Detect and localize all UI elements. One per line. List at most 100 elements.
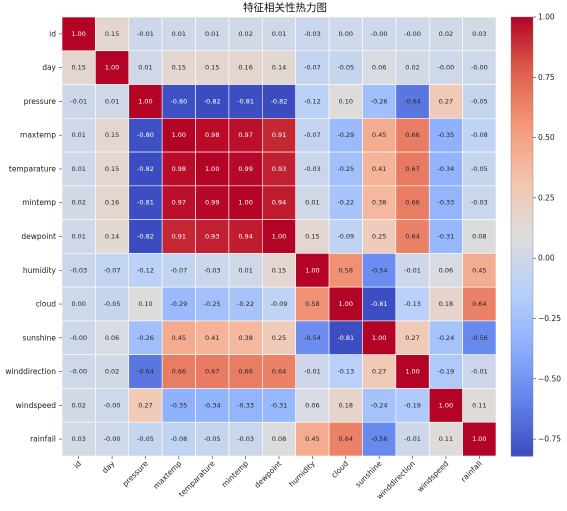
cell-value-id-cloud: 0.00 <box>339 30 353 38</box>
colorbar-segment <box>511 229 533 234</box>
cell-value-rainfall-winddirection: -0.01 <box>404 435 421 443</box>
heatmap-cell-mintemp-windspeed <box>428 185 463 220</box>
cell-value-temparature-pressure: -0.82 <box>137 165 154 173</box>
colorbar-ticks: −0.75 −0.50 −0.25 0.00 0.25 0.50 0.75 1.00 <box>533 13 561 444</box>
cell-value-windspeed-maxtemp: -0.35 <box>170 401 187 409</box>
heatmap-cell-sunshine-sunshine <box>362 320 397 355</box>
cell-value-cloud-day: -0.05 <box>104 300 121 308</box>
cell-value-sunshine-id: -0.00 <box>70 334 87 342</box>
cell-value-temparature-rainfall: -0.05 <box>471 165 488 173</box>
cell-value-sunshine-pressure: -0.26 <box>137 334 154 342</box>
chart-title: 特征相关性热力图 <box>243 1 327 14</box>
cell-value-mintemp-rainfall: -0.03 <box>471 199 488 207</box>
cell-value-cloud-rainfall: 0.64 <box>472 300 486 308</box>
heatmap-cell-cloud-mintemp <box>228 286 263 322</box>
cell-value-dewpoint-day: 0.14 <box>105 233 119 241</box>
heatmap-cell-day-cloud <box>328 50 363 85</box>
cell-value-pressure-rainfall: -0.05 <box>471 97 488 105</box>
colorbar-segment <box>511 27 533 33</box>
colorbar-segment <box>511 342 533 347</box>
y-tick-label-humidity: humidity <box>23 266 57 275</box>
colorbar-segment <box>511 276 533 281</box>
cell-value-sunshine-mintemp: 0.38 <box>238 334 252 342</box>
colorbar-segment <box>511 240 533 245</box>
heatmap-cell-cloud-cloud <box>328 286 363 322</box>
colorbar-segment <box>511 302 533 307</box>
cell-value-winddirection-humidity: -0.01 <box>304 368 321 376</box>
heatmap-cell-rainfall-id <box>61 421 96 457</box>
cell-value-pressure-mintemp: -0.81 <box>237 97 254 105</box>
cell-value-id-sunshine: -0.00 <box>371 30 388 38</box>
cell-value-pressure-maxtemp: -0.80 <box>170 97 187 105</box>
heatmap-cell-cloud-windspeed <box>428 286 463 322</box>
heatmap-cell-dewpoint-maxtemp <box>161 219 196 254</box>
heatmap-cell-winddirection-cloud <box>328 354 363 389</box>
cell-value-pressure-temparature: -0.82 <box>204 97 221 105</box>
colorbar-segment <box>511 375 533 380</box>
cell-value-windspeed-humidity: 0.06 <box>305 401 319 409</box>
heatmap-cell-rainfall-mintemp <box>228 421 263 457</box>
y-tick-label-cloud: cloud <box>36 300 57 309</box>
heatmap-cell-sunshine-cloud <box>328 320 363 355</box>
cell-value-dewpoint-id: 0.01 <box>71 233 85 241</box>
cell-value-day-maxtemp: 0.15 <box>172 64 186 72</box>
cell-value-cloud-temparature: -0.25 <box>204 300 221 308</box>
colorbar-segment <box>511 218 533 223</box>
cell-value-mintemp-cloud: -0.22 <box>337 199 354 207</box>
colorbar-segment <box>511 49 533 55</box>
cell-value-pressure-day: 0.01 <box>105 97 119 105</box>
colorbar-segment <box>511 97 533 102</box>
colorbar-segment <box>511 174 533 179</box>
cell-value-sunshine-sunshine: 1.00 <box>372 334 386 342</box>
y-tick-label-winddirection: winddirection <box>5 367 56 376</box>
colorbar-segment <box>511 335 533 340</box>
colorbar-segment <box>511 108 533 113</box>
cell-value-maxtemp-id: 0.01 <box>71 131 85 139</box>
colorbar-segment <box>511 415 533 420</box>
colorbar-segment <box>511 152 533 157</box>
cell-value-temparature-humidity: -0.03 <box>304 165 321 173</box>
colorbar-segment <box>511 251 533 256</box>
cell-value-cloud-maxtemp: -0.29 <box>170 300 187 308</box>
heatmap-cell-sunshine-pressure <box>128 320 163 355</box>
colorbar-segment <box>511 430 533 435</box>
colorbar-segment <box>511 38 533 44</box>
cell-value-temparature-id: 0.01 <box>71 165 85 173</box>
cell-value-temparature-maxtemp: 0.98 <box>172 165 186 173</box>
cell-value-maxtemp-temparature: 0.98 <box>205 131 219 139</box>
heatmap-cell-windspeed-maxtemp <box>161 388 196 423</box>
heatmap-cell-maxtemp-maxtemp <box>161 118 196 153</box>
cell-value-id-pressure: -0.01 <box>137 30 154 38</box>
cell-value-windspeed-pressure: 0.27 <box>138 401 152 409</box>
cell-value-rainfall-rainfall: 1.00 <box>472 435 486 443</box>
cell-value-winddirection-cloud: -0.13 <box>337 368 354 376</box>
cell-value-rainfall-windspeed: 0.11 <box>439 435 453 443</box>
heatmap-cell-maxtemp-cloud <box>328 118 363 153</box>
x-tick-label-sunshine: sunshine <box>353 459 383 489</box>
cell-value-temparature-winddirection: 0.67 <box>405 165 419 173</box>
heatmap-cell-windspeed-windspeed <box>428 388 463 423</box>
heatmap-cell-pressure-pressure <box>128 84 163 119</box>
cell-value-day-humidity: -0.07 <box>304 64 321 72</box>
heatmap-cell-winddirection-maxtemp <box>161 354 196 389</box>
cell-value-humidity-windspeed: 0.06 <box>439 266 453 274</box>
cell-value-humidity-sunshine: -0.54 <box>371 266 388 274</box>
heatmap-cell-cloud-winddirection <box>395 286 430 322</box>
cell-value-maxtemp-rainfall: -0.08 <box>471 131 488 139</box>
y-axis-labels: id day pressure maxtemp temparature mintemp de… <box>5 29 62 444</box>
cell-value-mintemp-winddirection: 0.66 <box>405 199 419 207</box>
colorbar-segment <box>511 349 533 355</box>
heatmap-cell-day-pressure <box>128 50 163 85</box>
colorbar-segment <box>511 46 533 51</box>
heatmap-cell-pressure-winddirection <box>395 84 430 119</box>
cell-value-cloud-cloud: 1.00 <box>339 300 353 308</box>
heatmap-cell-day-rainfall <box>462 50 497 85</box>
cell-value-mintemp-temparature: 0.99 <box>205 199 219 207</box>
colorbar-segment <box>511 357 533 362</box>
colorbar-segment <box>511 273 533 278</box>
colorbar-segment <box>511 412 533 417</box>
colorbar-segment <box>511 101 533 106</box>
heatmap-cell-mintemp-dewpoint <box>262 185 296 220</box>
colorbar-segment <box>511 192 533 197</box>
colorbar-segment <box>511 419 533 424</box>
